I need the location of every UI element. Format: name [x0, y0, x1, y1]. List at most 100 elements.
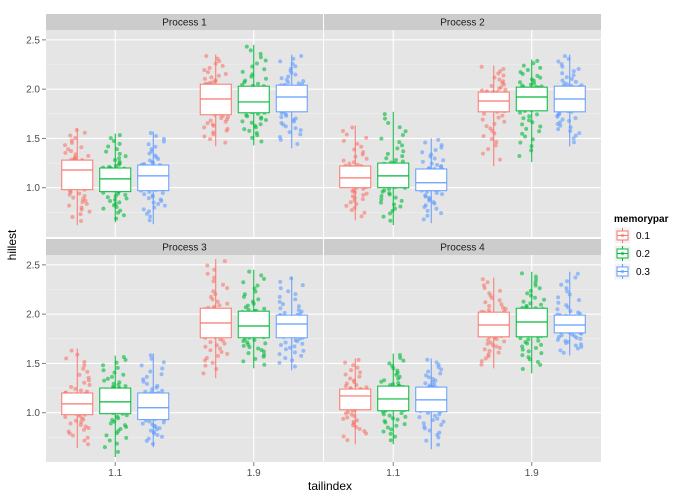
- box-1.1-group-0.2: [377, 353, 410, 445]
- box-body: [99, 387, 132, 415]
- data-point: [526, 337, 531, 342]
- data-point: [114, 147, 119, 152]
- data-point: [263, 58, 268, 63]
- data-point: [208, 137, 213, 142]
- data-point: [83, 424, 88, 429]
- data-point: [209, 80, 214, 85]
- data-point: [207, 66, 212, 71]
- data-point: [146, 196, 151, 201]
- data-point: [139, 363, 144, 368]
- data-point: [160, 191, 165, 196]
- data-point: [425, 357, 430, 362]
- data-point: [283, 340, 288, 345]
- data-point: [212, 275, 217, 280]
- strip-background: [46, 14, 323, 30]
- data-point: [517, 154, 522, 159]
- data-point: [278, 343, 283, 348]
- data-point: [346, 410, 351, 415]
- data-point: [399, 411, 404, 416]
- data-point: [162, 203, 167, 208]
- data-point: [344, 381, 349, 386]
- legend-title: memorypar: [614, 214, 669, 225]
- data-point: [82, 359, 87, 364]
- data-point: [73, 136, 78, 141]
- data-point: [440, 192, 445, 197]
- data-point: [578, 342, 583, 347]
- data-point: [562, 54, 567, 59]
- data-point: [392, 202, 397, 207]
- data-point: [254, 130, 259, 135]
- data-point: [141, 207, 146, 212]
- data-point: [289, 66, 294, 71]
- axes-layer: 1.0 1.5 2.0 2.5 1.0 1.5 2.0 2.5 1.1 1.9 1.1 1.9: [26, 35, 539, 479]
- data-point: [244, 113, 249, 118]
- data-point: [223, 72, 228, 77]
- data-point: [289, 276, 294, 281]
- data-point: [542, 297, 547, 302]
- data-point: [80, 200, 85, 205]
- data-point: [250, 64, 255, 69]
- data-point: [480, 151, 485, 156]
- data-point: [122, 423, 127, 428]
- box-1.1-group-0.2: [99, 355, 132, 458]
- data-point: [205, 263, 210, 268]
- data-point: [300, 283, 305, 288]
- data-point: [67, 203, 72, 208]
- data-point: [279, 121, 284, 126]
- data-point: [82, 130, 87, 135]
- data-point: [434, 360, 439, 365]
- data-point: [147, 419, 152, 424]
- box-1.9-group-0.3: [275, 54, 308, 149]
- legend-key-point: [620, 233, 625, 238]
- legend-key-point: [620, 269, 625, 274]
- data-point: [364, 156, 369, 161]
- data-point: [429, 161, 434, 166]
- data-point: [344, 132, 349, 137]
- data-point: [361, 150, 366, 155]
- data-point: [84, 201, 89, 206]
- box-body: [515, 86, 548, 112]
- data-point: [360, 197, 365, 202]
- data-point: [482, 111, 487, 116]
- data-point: [521, 116, 526, 121]
- data-point: [384, 156, 389, 161]
- data-point: [423, 193, 428, 198]
- data-point: [216, 353, 221, 358]
- data-point: [81, 366, 86, 371]
- data-point: [527, 114, 532, 119]
- data-point: [293, 126, 298, 131]
- data-point: [108, 136, 113, 141]
- data-point: [244, 44, 249, 49]
- data-point: [525, 291, 530, 296]
- data-point: [479, 362, 484, 367]
- data-point: [521, 299, 526, 304]
- data-point: [492, 75, 497, 80]
- data-point: [148, 369, 153, 374]
- data-point: [298, 128, 303, 133]
- data-point: [148, 353, 153, 358]
- data-point: [397, 125, 402, 130]
- box-body: [237, 85, 270, 114]
- data-point: [85, 435, 90, 440]
- data-point: [359, 214, 364, 219]
- data-point: [153, 144, 158, 149]
- data-point: [284, 77, 289, 82]
- data-point: [403, 129, 408, 134]
- data-point: [278, 279, 283, 284]
- data-point: [423, 203, 428, 208]
- data-point: [485, 280, 490, 285]
- data-point: [355, 141, 360, 146]
- data-point: [252, 286, 257, 291]
- data-point: [398, 204, 403, 209]
- data-point: [110, 417, 115, 422]
- data-point: [78, 388, 83, 393]
- data-point: [298, 132, 303, 137]
- box-1.9-group-0.2: [237, 44, 270, 146]
- data-point: [533, 274, 538, 279]
- data-point: [250, 135, 255, 140]
- data-point: [351, 187, 356, 192]
- data-point: [521, 63, 526, 68]
- data-point: [69, 149, 74, 154]
- data-point: [576, 310, 581, 315]
- data-point: [217, 346, 222, 351]
